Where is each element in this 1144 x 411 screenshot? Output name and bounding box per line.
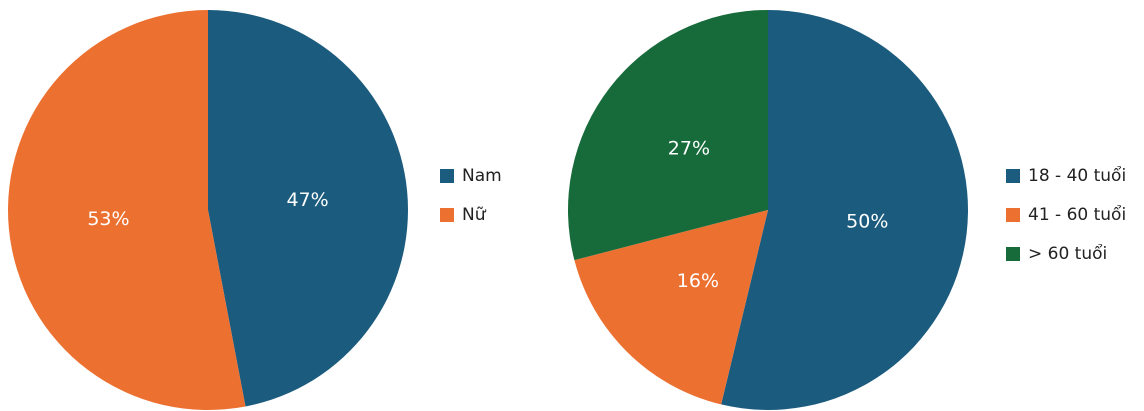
- slice-label: 27%: [668, 137, 710, 159]
- slice-label: 50%: [846, 210, 888, 232]
- legend-swatch: [440, 169, 454, 183]
- slice-label: 47%: [286, 189, 328, 211]
- slice-label: 53%: [87, 208, 129, 230]
- slice-label: 16%: [677, 270, 719, 292]
- pie-slice: [568, 10, 768, 261]
- legend-swatch: [440, 208, 454, 222]
- legend-label: Nữ: [462, 205, 487, 225]
- pie-slice: [574, 210, 768, 405]
- pie-slice: [208, 10, 409, 407]
- legend-label: 18 - 40 tuổi: [1028, 165, 1126, 186]
- pie-slice: [8, 9, 246, 410]
- legend-label: 41 - 60 tuổi: [1028, 204, 1126, 225]
- legend-swatch: [1006, 169, 1020, 183]
- pie-slice: [721, 10, 969, 411]
- legend-label: Nam: [462, 166, 502, 186]
- legend-label: > 60 tuổi: [1028, 243, 1107, 264]
- legend-swatch: [1006, 208, 1020, 222]
- legend-swatch: [1006, 247, 1020, 261]
